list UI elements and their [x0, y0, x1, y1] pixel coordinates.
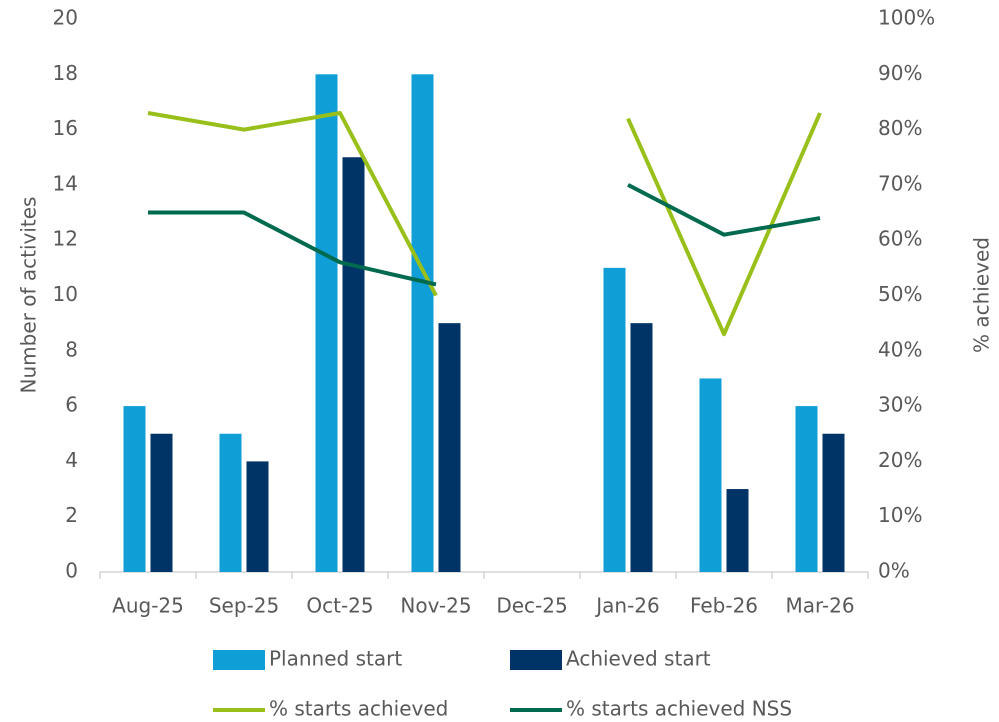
x-tick-label: Oct-25 [306, 594, 373, 618]
y-tick-label: 8 [65, 337, 78, 361]
bar [438, 323, 461, 572]
y2-tick-label: 80% [878, 116, 922, 140]
legend-label: Planned start [269, 647, 402, 671]
y-tick-label: 10 [53, 282, 78, 306]
y2-axis-label: % achieved [970, 237, 994, 353]
bar [795, 406, 818, 572]
line [148, 183, 821, 287]
x-tick-label: Aug-25 [112, 594, 184, 618]
y-tick-label: 2 [65, 503, 78, 527]
bar [219, 433, 242, 572]
x-tick-label: Mar-26 [785, 594, 854, 618]
bar [603, 267, 626, 572]
x-tick-label: Jan-26 [594, 594, 660, 618]
y2-tick-label: 10% [878, 503, 922, 527]
legend-swatch [510, 650, 562, 670]
y-tick-label: 16 [53, 116, 78, 140]
y-tick-label: 12 [53, 227, 78, 251]
bar [342, 157, 365, 572]
y2-tick-label: 20% [878, 448, 922, 472]
y-tick-label: 20 [53, 6, 78, 30]
x-tick-label: Nov-25 [400, 594, 471, 618]
bar [150, 433, 173, 572]
y2-tick-label: 60% [878, 227, 922, 251]
bar [630, 323, 653, 572]
y2-tick-label: 50% [878, 282, 922, 306]
y-tick-label: 14 [53, 171, 78, 195]
x-tick-label: Feb-26 [690, 594, 758, 618]
legend-label: % starts achieved [269, 697, 448, 721]
y2-tick-label: 100% [878, 6, 935, 30]
y-tick-label: 4 [65, 448, 78, 472]
bar [726, 489, 749, 572]
y-tick-label: 18 [53, 61, 78, 85]
x-tick-label: Sep-25 [209, 594, 279, 618]
bar [315, 74, 338, 573]
bar [123, 406, 146, 572]
y-tick-label: 0 [65, 559, 78, 583]
bar [411, 74, 434, 573]
bar [822, 433, 845, 572]
legend-swatch [213, 650, 265, 670]
x-tick-label: Dec-25 [496, 594, 567, 618]
y2-tick-label: 90% [878, 61, 922, 85]
bar [246, 461, 269, 572]
y2-tick-label: 0% [878, 559, 910, 583]
y2-tick-label: 40% [878, 337, 922, 361]
y-tick-label: 6 [65, 393, 78, 417]
legend-label: Achieved start [566, 647, 711, 671]
y2-tick-label: 70% [878, 171, 922, 195]
y2-tick-label: 30% [878, 393, 922, 417]
line [147, 111, 822, 337]
legend-label: % starts achieved NSS [566, 697, 792, 721]
bar [699, 378, 722, 572]
y-axis-label: Number of activites [17, 197, 41, 394]
